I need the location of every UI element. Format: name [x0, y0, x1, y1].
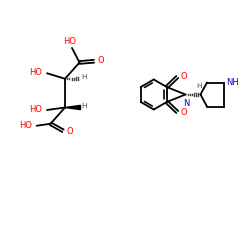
Text: H: H — [81, 74, 86, 80]
Text: O: O — [180, 108, 187, 117]
Text: HO: HO — [19, 121, 32, 130]
Text: O: O — [66, 127, 73, 136]
Text: O: O — [98, 56, 104, 65]
Text: H: H — [196, 84, 202, 89]
Text: HO: HO — [63, 36, 76, 46]
Text: HO: HO — [30, 105, 43, 114]
Text: H: H — [81, 103, 86, 109]
Polygon shape — [65, 106, 80, 110]
Text: HO: HO — [30, 68, 43, 77]
Text: NH: NH — [226, 78, 239, 86]
Text: N: N — [183, 100, 189, 108]
Text: O: O — [180, 72, 187, 81]
